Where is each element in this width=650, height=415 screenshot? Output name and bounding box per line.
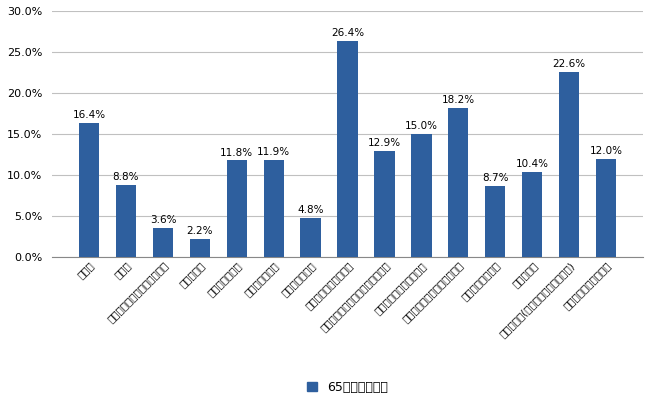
Text: 22.6%: 22.6% — [552, 59, 586, 69]
Text: 8.8%: 8.8% — [112, 172, 139, 182]
Text: 2.2%: 2.2% — [187, 226, 213, 237]
Bar — [153, 228, 173, 257]
Text: 11.9%: 11.9% — [257, 147, 291, 157]
Text: 11.8%: 11.8% — [220, 147, 254, 158]
Legend: 65歳以上の割合: 65歳以上の割合 — [307, 381, 388, 394]
Bar — [116, 185, 136, 257]
Text: 15.0%: 15.0% — [405, 121, 438, 131]
Bar — [190, 239, 210, 257]
Bar — [79, 122, 99, 257]
Text: 12.9%: 12.9% — [368, 139, 401, 149]
Text: 18.2%: 18.2% — [442, 95, 475, 105]
Text: 3.6%: 3.6% — [150, 215, 176, 225]
Text: 4.8%: 4.8% — [297, 205, 324, 215]
Text: 26.4%: 26.4% — [331, 28, 364, 38]
Bar — [337, 41, 358, 257]
Bar — [411, 134, 432, 257]
Bar — [374, 151, 395, 257]
Text: 10.4%: 10.4% — [515, 159, 549, 169]
Text: 16.4%: 16.4% — [73, 110, 105, 120]
Bar — [485, 186, 506, 257]
Bar — [522, 172, 542, 257]
Bar — [448, 108, 469, 257]
Text: 12.0%: 12.0% — [590, 146, 623, 156]
Bar — [263, 160, 284, 257]
Bar — [559, 72, 579, 257]
Text: 8.7%: 8.7% — [482, 173, 508, 183]
Bar — [596, 159, 616, 257]
Bar — [227, 161, 247, 257]
Bar — [300, 218, 321, 257]
